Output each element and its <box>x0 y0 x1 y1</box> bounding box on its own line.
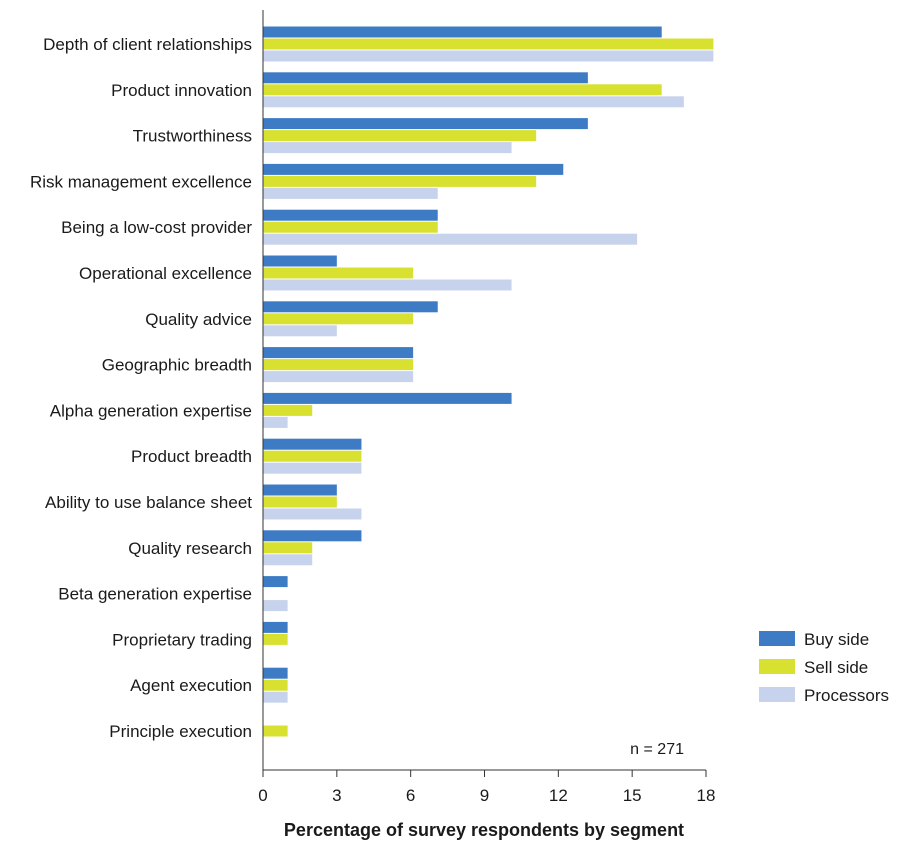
category-label: Quality advice <box>145 310 252 329</box>
bar-processors <box>263 187 438 199</box>
legend-swatch <box>759 687 795 702</box>
category-label: Proprietary trading <box>112 630 252 649</box>
bar-sell-side <box>263 633 288 645</box>
bar-buy-side <box>263 621 288 633</box>
bar-buy-side <box>263 667 288 679</box>
category-label: Risk management excellence <box>30 172 252 191</box>
bar-processors <box>263 142 512 154</box>
sample-size-note: n = 271 <box>630 741 684 758</box>
legend-label: Processors <box>804 686 889 705</box>
x-tick-label: 18 <box>697 786 716 805</box>
legend-label: Buy side <box>804 630 869 649</box>
bar-sell-side <box>263 130 537 142</box>
bar-buy-side <box>263 255 337 267</box>
bar-sell-side <box>263 404 313 416</box>
bar-buy-side <box>263 72 588 84</box>
bar-processors <box>263 233 638 245</box>
bar-processors <box>263 416 288 428</box>
x-axis-label: Percentage of survey respondents by segm… <box>284 820 684 840</box>
bar-buy-side <box>263 392 512 404</box>
category-label: Agent execution <box>130 676 252 695</box>
bar-sell-side <box>263 84 662 96</box>
bar-sell-side <box>263 679 288 691</box>
category-label: Trustworthiness <box>133 127 252 146</box>
legend: Buy side Sell side Processors <box>759 630 889 705</box>
category-label: Operational excellence <box>79 264 252 283</box>
bar-buy-side <box>263 484 337 496</box>
x-tick-label: 15 <box>623 786 642 805</box>
x-tick-label: 6 <box>406 786 415 805</box>
bar-sell-side <box>263 313 414 325</box>
category-label: Principle execution <box>109 722 252 741</box>
bar-sell-side <box>263 267 414 279</box>
bar-sell-side <box>263 542 313 554</box>
x-ticks: 0 3 6 9 12 15 18 <box>258 770 715 805</box>
bar-processors <box>263 600 288 612</box>
bar-sell-side <box>263 496 337 508</box>
bar-buy-side <box>263 163 564 175</box>
category-label: Being a low-cost provider <box>61 218 252 237</box>
category-label: Alpha generation expertise <box>50 401 252 420</box>
category-labels: Depth of client relationships Product inn… <box>30 35 252 741</box>
bar-buy-side <box>263 209 438 221</box>
bar-sell-side <box>263 175 537 187</box>
bar-buy-side <box>263 530 362 542</box>
category-label: Beta generation expertise <box>58 585 252 604</box>
legend-swatch <box>759 659 795 674</box>
bar-processors <box>263 50 714 62</box>
bar-processors <box>263 508 362 520</box>
bar-processors <box>263 279 512 291</box>
bar-sell-side <box>263 221 438 233</box>
bar-processors <box>263 462 362 474</box>
bar-sell-side <box>263 450 362 462</box>
bar-processors <box>263 96 684 108</box>
legend-label: Sell side <box>804 658 868 677</box>
category-label: Quality research <box>128 539 252 558</box>
bar-buy-side <box>263 301 438 313</box>
bar-processors <box>263 325 337 337</box>
bar-buy-side <box>263 576 288 588</box>
bar-buy-side <box>263 438 362 450</box>
x-tick-label: 9 <box>480 786 489 805</box>
category-label: Depth of client relationships <box>43 35 252 54</box>
bar-processors <box>263 554 313 566</box>
bar-sell-side <box>263 38 714 50</box>
bar-processors <box>263 691 288 703</box>
category-label: Ability to use balance sheet <box>45 493 252 512</box>
bar-sell-side <box>263 359 414 371</box>
bar-processors <box>263 371 414 383</box>
x-tick-label: 12 <box>549 786 568 805</box>
x-tick-label: 3 <box>332 786 341 805</box>
category-label: Product innovation <box>111 81 252 100</box>
bar-buy-side <box>263 347 414 359</box>
category-label: Geographic breadth <box>102 356 252 375</box>
bar-sell-side <box>263 725 288 737</box>
bars-layer <box>263 26 714 737</box>
legend-swatch <box>759 631 795 646</box>
bar-buy-side <box>263 118 588 130</box>
bar-buy-side <box>263 26 662 38</box>
x-tick-label: 0 <box>258 786 267 805</box>
category-label: Product breadth <box>131 447 252 466</box>
